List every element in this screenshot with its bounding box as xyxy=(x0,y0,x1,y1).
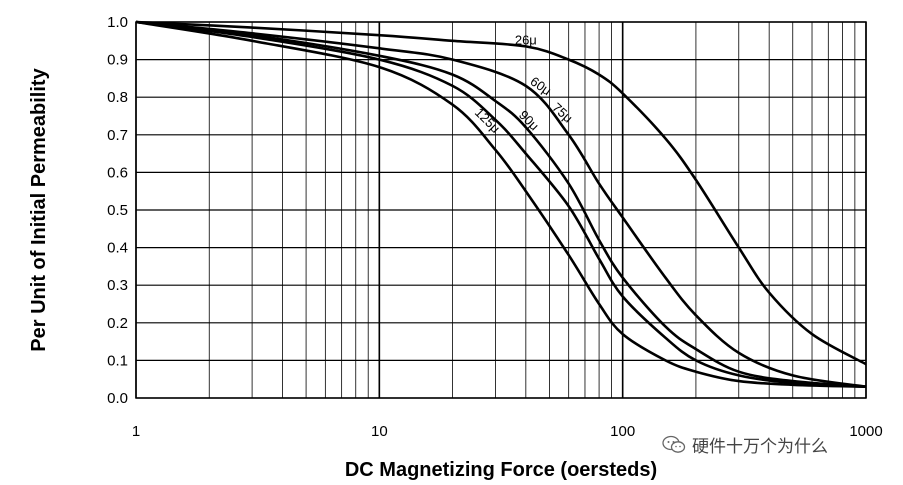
series-line xyxy=(135,20,867,388)
x-tick-label: 10 xyxy=(371,423,388,440)
y-tick-label: 0.3 xyxy=(107,277,128,294)
x-tick-label: 1 xyxy=(132,423,140,440)
series-line xyxy=(135,20,867,388)
y-tick-label: 0.9 xyxy=(107,52,128,69)
y-tick-label: 0.1 xyxy=(107,352,128,369)
plot-frame xyxy=(135,21,867,399)
y-tick-label: 1.0 xyxy=(107,14,128,31)
y-tick-label: 0.0 xyxy=(107,390,128,407)
y-tick-label: 0.4 xyxy=(107,240,128,257)
series-line xyxy=(135,20,867,366)
y-tick-label: 0.2 xyxy=(107,315,128,332)
series-label: 60μ xyxy=(528,74,555,99)
wechat-icon xyxy=(662,435,686,453)
grid xyxy=(135,21,867,399)
series-label: 90μ xyxy=(516,107,542,133)
y-tick-label: 0.5 xyxy=(107,202,128,219)
series-label: 125μ xyxy=(472,105,503,136)
y-tick-label: 0.8 xyxy=(107,89,128,106)
y-tick-label: 0.6 xyxy=(107,164,128,181)
x-tick-label: 1000 xyxy=(849,423,882,440)
watermark-text: 硬件十万个为什么 xyxy=(692,437,828,457)
series-line xyxy=(135,20,867,388)
series-label: 75μ xyxy=(549,100,575,126)
y-tick-labels: 0.0 0.1 0.2 0.3 0.4 0.5 0.6 0.7 0.8 0.9 1.0 xyxy=(107,14,128,407)
y-axis-title: Per Unit of Initial Permeability xyxy=(28,67,50,351)
x-axis-title: DC Magnetizing Force (oersteds) xyxy=(345,459,657,481)
y-tick-label: 0.7 xyxy=(107,127,128,144)
series-label: 26μ xyxy=(515,33,537,48)
x-tick-label: 100 xyxy=(610,423,635,440)
watermark: 硬件十万个为什么 xyxy=(662,432,828,457)
series-line xyxy=(135,20,867,388)
x-tick-labels: 1 10 100 1000 xyxy=(132,423,883,440)
